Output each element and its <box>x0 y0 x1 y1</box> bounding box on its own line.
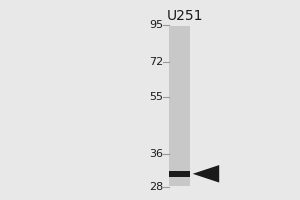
FancyBboxPatch shape <box>169 171 190 177</box>
Text: 55: 55 <box>149 92 163 102</box>
Polygon shape <box>193 165 219 183</box>
Text: U251: U251 <box>167 9 204 23</box>
Text: 28: 28 <box>149 182 163 192</box>
FancyBboxPatch shape <box>169 26 190 186</box>
Text: 72: 72 <box>149 57 163 67</box>
Text: 95: 95 <box>149 20 163 30</box>
Text: 36: 36 <box>149 149 163 159</box>
